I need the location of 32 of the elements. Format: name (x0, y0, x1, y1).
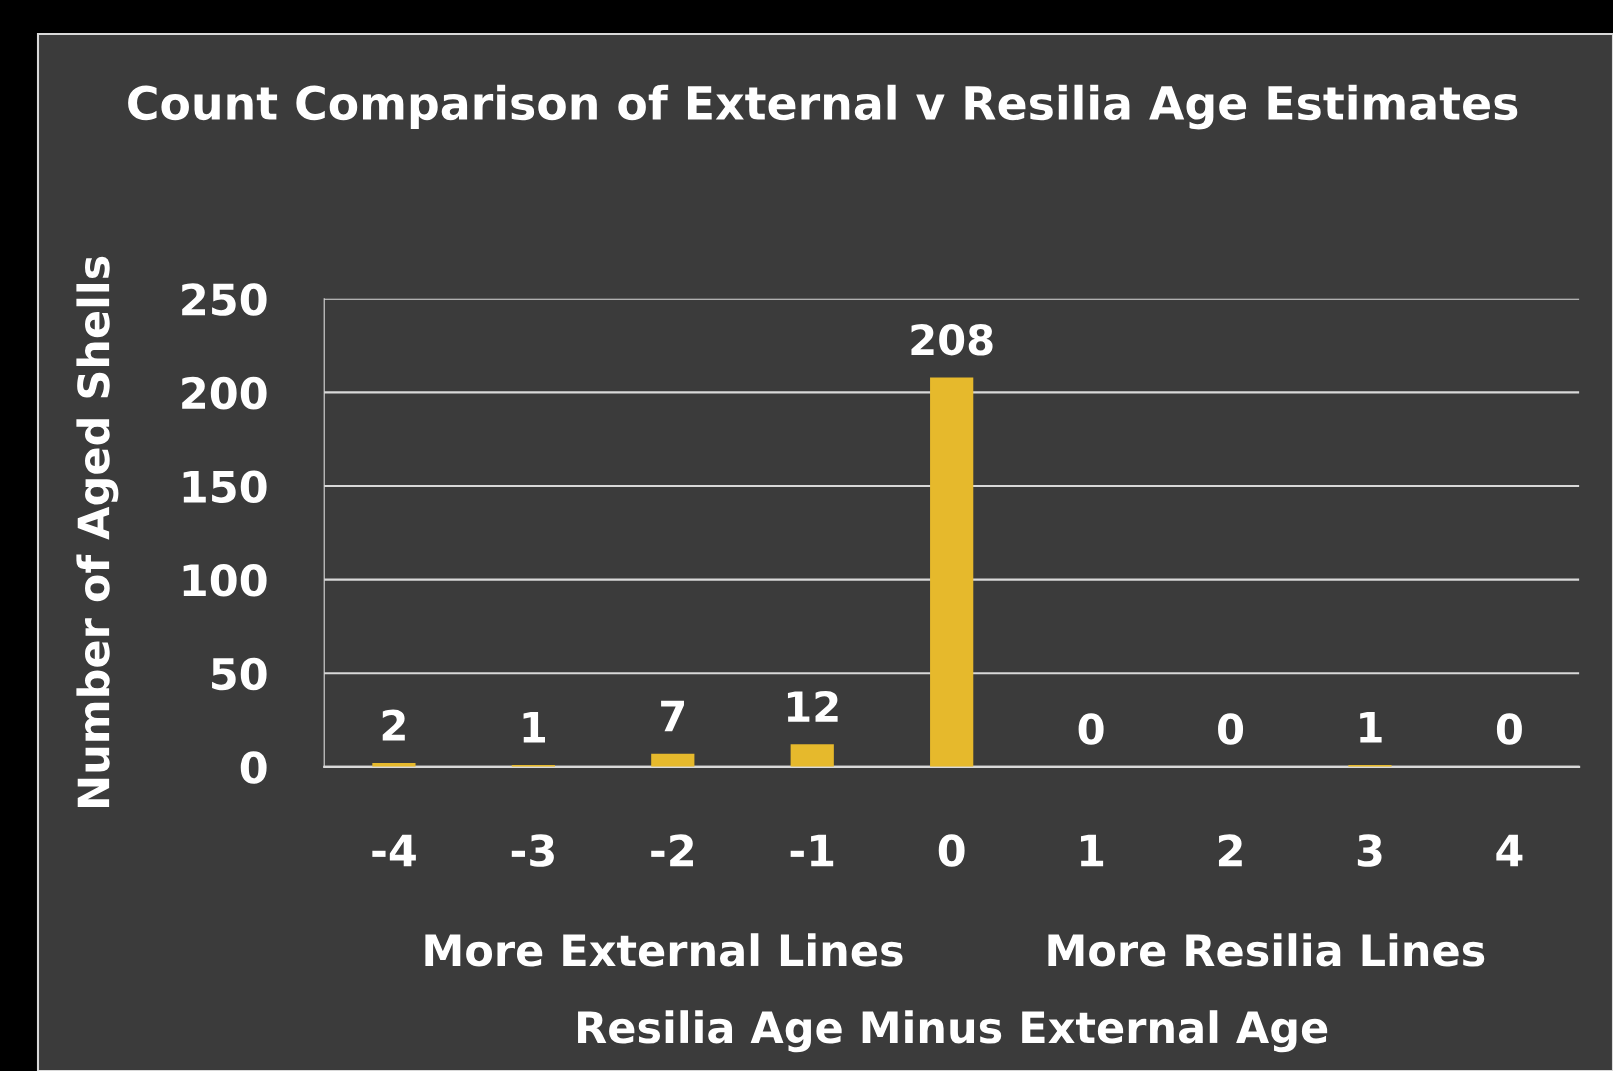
data-label: 0 (1496, 713, 1522, 745)
y-tick-label: 100 (183, 564, 267, 597)
data-label: 2 (382, 709, 405, 741)
data-label: 0 (1218, 713, 1244, 745)
x-tick-label: -3 (511, 834, 554, 867)
data-label: 0 (1078, 713, 1104, 745)
chart-title: Count Comparison of External v Resilia Age Estimates (128, 84, 1518, 130)
data-label: 208 (911, 323, 993, 356)
y-tick-label: 0 (240, 751, 267, 784)
y-tick-label: 50 (212, 657, 267, 691)
y-tick-label: 150 (183, 470, 267, 503)
x-tick-label: 4 (1496, 834, 1523, 867)
x-tick-label: 2 (1218, 834, 1242, 867)
x-tick-label: 1 (1080, 834, 1104, 867)
data-label: 7 (661, 700, 684, 732)
x-tick-label: 0 (938, 834, 965, 867)
data-label: 12 (787, 690, 838, 722)
bar (651, 753, 695, 767)
y-tick-label: 200 (182, 376, 267, 410)
bar (930, 377, 974, 767)
data-label: 1 (523, 712, 545, 743)
x-tick-label: -2 (651, 834, 693, 867)
y-axis-title: Number of Aged Shells (76, 256, 119, 807)
x-tick-label: -1 (790, 834, 834, 867)
bar (790, 744, 834, 767)
y-tick-label: 250 (182, 283, 267, 316)
x-tick-label: 3 (1357, 834, 1382, 867)
x-axis-title: Resilia Age Minus External Age (578, 1010, 1328, 1053)
x-tick-label: -4 (372, 834, 416, 867)
data-label: 1 (1360, 712, 1382, 743)
text: More External Lines (425, 933, 903, 967)
text: More Resilia Lines (1048, 933, 1485, 967)
